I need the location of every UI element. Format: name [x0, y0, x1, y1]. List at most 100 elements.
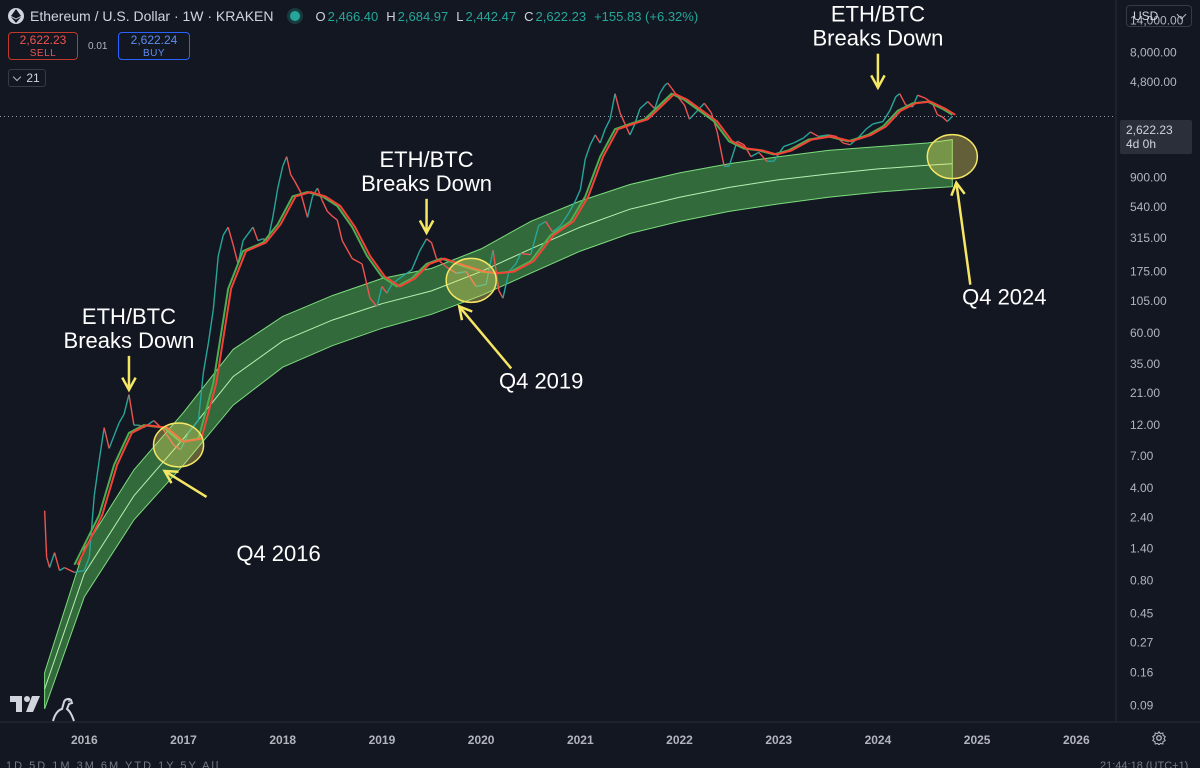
- price-segment: [589, 134, 596, 146]
- price-segment: [299, 191, 309, 218]
- price-segment: [614, 93, 621, 113]
- price-segment: [401, 269, 413, 278]
- buy-button[interactable]: 2,622.24 BUY: [118, 32, 190, 60]
- price-segment: [326, 210, 333, 217]
- currency-label: USD: [1133, 9, 1159, 23]
- price-segment: [286, 156, 292, 175]
- price-segment: [48, 552, 56, 568]
- price-segment: [411, 250, 421, 271]
- price-segment: [376, 286, 383, 307]
- price-segment: [88, 495, 95, 558]
- price-segment: [538, 220, 546, 227]
- annotation-label: Breaks Down: [812, 26, 943, 51]
- y-tick-label: 12.00: [1130, 418, 1160, 432]
- price-segment: [872, 120, 884, 125]
- price-segment: [212, 255, 219, 310]
- price-segment: [937, 114, 943, 118]
- price-segment: [567, 200, 576, 215]
- price-segment: [476, 283, 487, 288]
- zone-arrow-head: [457, 304, 473, 321]
- price-segment: [889, 96, 897, 111]
- zone-arrow-head: [950, 180, 966, 197]
- price-segment: [667, 82, 673, 89]
- symbol-title[interactable]: Ethereum / U.S. Dollar · 1W · KRAKEN: [30, 8, 274, 24]
- price-segment: [515, 253, 522, 265]
- sell-label: SELL: [29, 48, 57, 59]
- price-segment: [716, 131, 725, 167]
- price-segment: [207, 309, 214, 344]
- price-segment: [857, 128, 867, 139]
- price-segment: [639, 101, 649, 110]
- annotation-label: ETH/BTC: [82, 304, 176, 329]
- annotation-label: Breaks Down: [361, 171, 492, 196]
- x-tick-label: 2026: [1063, 733, 1090, 747]
- price-segment: [426, 238, 432, 244]
- price-segment: [793, 137, 804, 144]
- bar-countdown: 4d 0h: [1126, 137, 1157, 151]
- ohlc-open-value: 2,466.40: [327, 8, 379, 24]
- price-segment: [341, 240, 353, 259]
- indicator-toggle[interactable]: 21: [8, 69, 46, 87]
- price-segment: [843, 142, 851, 146]
- price-segment: [331, 215, 338, 221]
- price-segment: [604, 118, 611, 130]
- price-segment: [257, 238, 264, 242]
- price-segment: [336, 219, 343, 241]
- x-tick-label: 2021: [567, 733, 594, 747]
- price-segment: [227, 226, 234, 245]
- y-tick-label: 4,800.00: [1130, 75, 1177, 89]
- gear-icon[interactable]: [1152, 730, 1166, 746]
- price-segment: [703, 102, 712, 114]
- price-segment: [294, 180, 302, 193]
- price-segment: [43, 510, 48, 558]
- price-segment: [351, 257, 363, 265]
- price-segment: [818, 134, 829, 138]
- y-tick-label: 105.00: [1130, 294, 1167, 308]
- price-segment: [594, 134, 601, 144]
- y-tick-label: 0.45: [1130, 606, 1154, 620]
- y-tick-label: 14,000.00: [1130, 13, 1184, 27]
- price-segment: [502, 271, 510, 299]
- ohlc-close-key: C: [524, 8, 534, 24]
- break-arrow-head: [418, 219, 435, 236]
- price-segment: [306, 196, 314, 218]
- price-segment: [803, 131, 811, 139]
- ohlc-high-key: H: [386, 8, 396, 24]
- zone-circle: [926, 133, 979, 180]
- price-segment: [173, 444, 181, 451]
- price-segment: [456, 270, 467, 274]
- price-segment: [899, 93, 907, 106]
- currency-select[interactable]: USD: [1126, 5, 1192, 27]
- price-segment: [917, 94, 926, 99]
- x-tick-label: 2024: [865, 733, 892, 747]
- price-segment: [520, 252, 531, 256]
- price-segment: [584, 144, 591, 160]
- ema-green-line: [73, 92, 953, 566]
- tradingview-logo-icon[interactable]: [10, 696, 44, 717]
- y-tick-label: 0.27: [1130, 636, 1154, 650]
- price-segment: [629, 123, 636, 136]
- sell-price: 2,622.23: [19, 33, 67, 47]
- x-tick-label: 2020: [468, 733, 495, 747]
- ohlc-high-value: 2,684.97: [397, 8, 449, 24]
- price-segment: [498, 290, 504, 299]
- ethereum-icon: [8, 8, 24, 24]
- range-buttons[interactable]: 1D 5D 1M 3M 6M YTD 1Y 5Y All: [6, 760, 221, 768]
- price-segment: [599, 128, 606, 144]
- price-segment: [485, 249, 494, 285]
- x-tick-label: 2017: [170, 733, 197, 747]
- y-tick-label: 1.40: [1130, 541, 1154, 555]
- ema-red-line: [76, 92, 956, 566]
- y-tick-label: 900.00: [1130, 171, 1167, 185]
- chart-header: Ethereum / U.S. Dollar · 1W · KRAKEN O 2,…: [8, 6, 698, 26]
- sell-button[interactable]: 2,622.23 SELL: [8, 32, 78, 60]
- price-segment: [810, 131, 819, 138]
- price-segment: [197, 372, 205, 421]
- price-segment: [381, 286, 388, 294]
- y-tick-label: 540.00: [1130, 200, 1167, 214]
- price-segment: [882, 110, 891, 122]
- price-segment: [74, 569, 85, 574]
- price-segment: [941, 116, 948, 123]
- status-dot-icon: [289, 11, 300, 21]
